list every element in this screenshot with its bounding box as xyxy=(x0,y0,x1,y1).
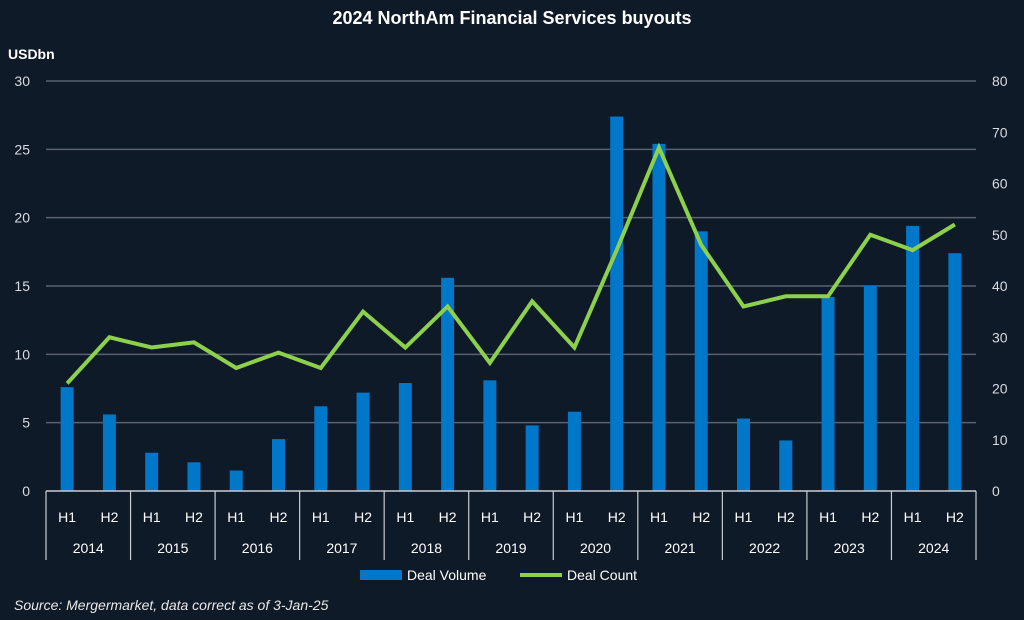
x-tick-half: H2 xyxy=(439,509,457,525)
bar-deal-volume xyxy=(314,406,328,491)
bar-deal-volume xyxy=(398,383,412,491)
x-tick-half: H1 xyxy=(312,509,330,525)
x-tick-half: H2 xyxy=(100,509,118,525)
y2-tick-label: 50 xyxy=(992,227,1008,243)
x-tick-year: 2016 xyxy=(242,540,273,556)
y2-tick-label: 0 xyxy=(992,483,1000,499)
bar-deal-volume xyxy=(441,277,455,491)
x-tick-half: H2 xyxy=(861,509,879,525)
x-tick-half: H2 xyxy=(608,509,626,525)
x-tick-half: H1 xyxy=(227,509,245,525)
bar-deal-volume xyxy=(610,116,624,492)
x-tick-half: H1 xyxy=(481,509,499,525)
x-tick-year: 2015 xyxy=(157,540,188,556)
x-tick-year: 2021 xyxy=(665,540,696,556)
chart-title: 2024 NorthAm Financial Services buyouts xyxy=(332,8,692,28)
x-tick-year: 2019 xyxy=(495,540,526,556)
bar-deal-volume xyxy=(145,452,159,491)
legend-swatch-deal-volume xyxy=(360,570,402,580)
y-tick-label: 5 xyxy=(22,415,30,431)
y-tick-label: 15 xyxy=(14,278,30,294)
x-tick-half: H1 xyxy=(58,509,76,525)
x-tick-half: H1 xyxy=(396,509,414,525)
x-tick-half: H1 xyxy=(565,509,583,525)
y2-tick-label: 10 xyxy=(992,432,1008,448)
bar-deal-volume xyxy=(567,411,581,491)
x-tick-half: H1 xyxy=(735,509,753,525)
x-tick-half: H2 xyxy=(523,509,541,525)
y-tick-label: 25 xyxy=(14,141,30,157)
bar-deal-volume xyxy=(229,470,243,491)
bar-deal-volume xyxy=(102,414,116,491)
bar-deal-volume xyxy=(525,425,539,491)
y2-tick-label: 40 xyxy=(992,278,1008,294)
bar-deal-volume xyxy=(60,387,74,491)
x-tick-year: 2017 xyxy=(326,540,357,556)
bar-deal-volume xyxy=(737,418,750,491)
y-tick-label: 30 xyxy=(14,73,30,89)
y2-tick-label: 80 xyxy=(992,73,1008,89)
y-tick-label: 10 xyxy=(14,346,30,362)
source-note: Source: Mergermarket, data correct as of… xyxy=(14,597,329,613)
bar-deal-volume xyxy=(779,440,793,491)
bar-deal-volume xyxy=(694,231,708,492)
x-tick-half: H2 xyxy=(185,509,203,525)
x-tick-year: 2023 xyxy=(834,540,865,556)
bar-deal-volume xyxy=(272,439,285,491)
x-tick-half: H2 xyxy=(946,509,964,525)
bar-deal-volume xyxy=(821,296,835,491)
x-tick-half: H2 xyxy=(354,509,372,525)
bar-deal-volume xyxy=(187,462,201,491)
x-tick-year: 2022 xyxy=(749,540,780,556)
line-deal-count xyxy=(65,142,956,385)
y-tick-label: 20 xyxy=(14,210,30,226)
x-tick-half: H2 xyxy=(692,509,710,525)
bar-deal-volume xyxy=(356,392,370,491)
y2-tick-label: 70 xyxy=(992,124,1008,140)
bar-deal-volume xyxy=(483,380,497,491)
x-tick-half: H1 xyxy=(819,509,837,525)
x-tick-half: H1 xyxy=(904,509,922,525)
bar-deal-volume xyxy=(652,143,666,491)
x-tick-half: H1 xyxy=(143,509,161,525)
x-tick-year: 2018 xyxy=(411,540,442,556)
x-tick-year: 2024 xyxy=(918,540,949,556)
legend-label-deal-count: Deal Count xyxy=(567,567,637,583)
x-tick-half: H1 xyxy=(650,509,668,525)
x-tick-half: H2 xyxy=(777,509,795,525)
y-axis-label: USDbn xyxy=(8,46,55,62)
legend-label-deal-volume: Deal Volume xyxy=(407,567,487,583)
bar-deal-volume xyxy=(906,225,920,491)
x-tick-year: 2020 xyxy=(580,540,611,556)
x-tick-year: 2014 xyxy=(73,540,104,556)
x-tick-half: H2 xyxy=(270,509,288,525)
y-tick-label: 0 xyxy=(22,483,30,499)
bar-deal-volume xyxy=(863,286,877,491)
y2-tick-label: 30 xyxy=(992,329,1008,345)
bar-deal-volume xyxy=(948,253,962,491)
y2-tick-label: 20 xyxy=(992,381,1008,397)
y2-tick-label: 60 xyxy=(992,176,1008,192)
